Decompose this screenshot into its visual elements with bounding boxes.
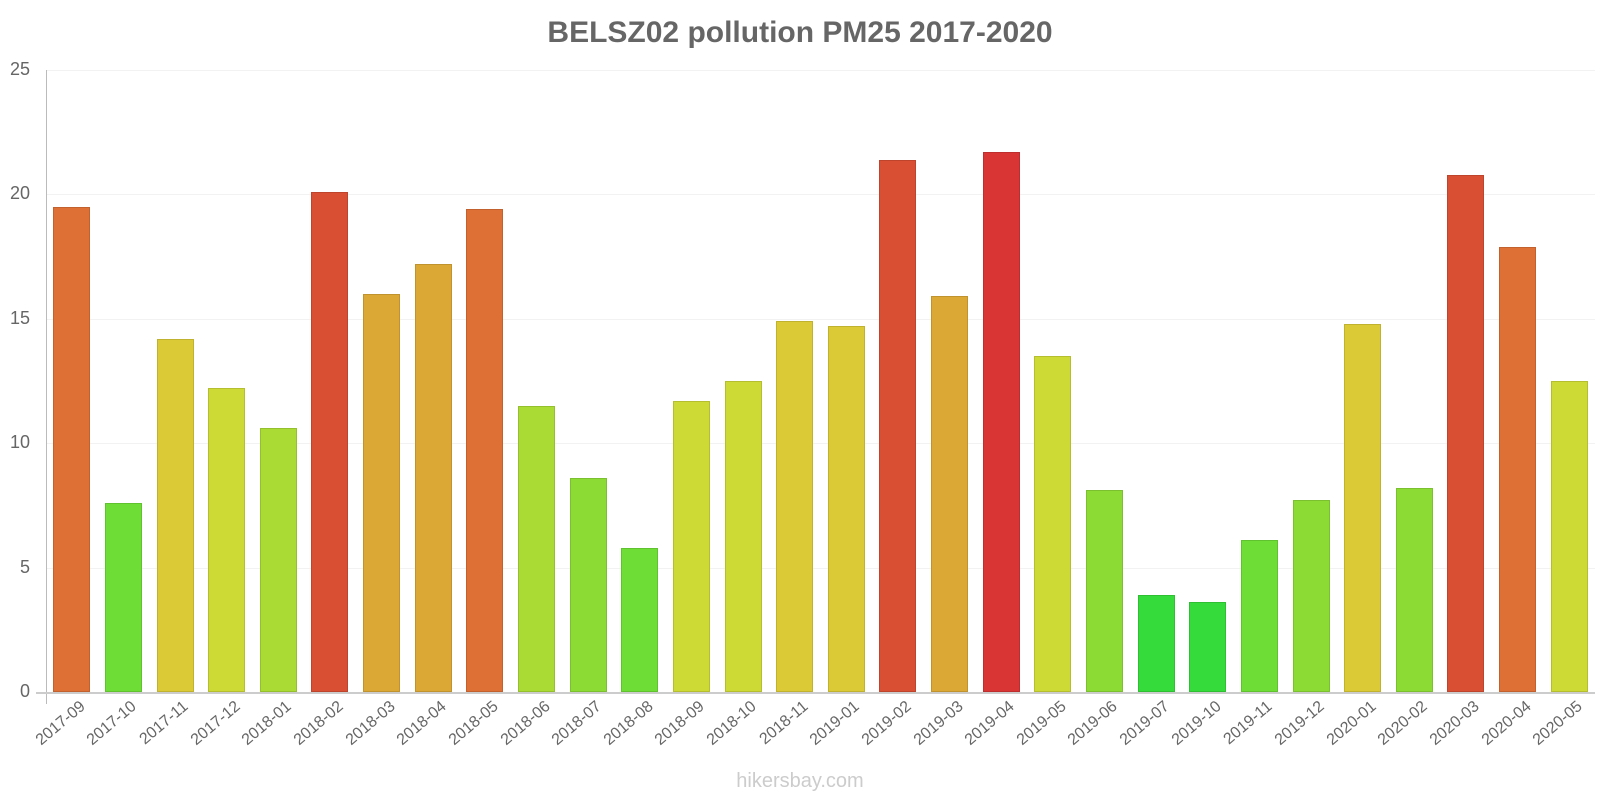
bar-2019-10 <box>1189 602 1227 692</box>
x-tick-label: 2019-05 <box>1013 698 1070 749</box>
x-tick-label: 2020-04 <box>1478 698 1535 749</box>
y-tick-label: 5 <box>19 556 30 577</box>
x-tick-label: 2019-01 <box>807 698 863 749</box>
x-tick-label: 2017-09 <box>32 698 89 749</box>
bar-2018-08 <box>621 547 659 692</box>
gridline <box>47 567 1595 569</box>
x-tick-label: 2017-12 <box>187 698 244 749</box>
x-tick-label: 2018-05 <box>445 698 502 749</box>
x-tick-label: 2019-12 <box>1271 698 1328 749</box>
x-tick-label: 2019-06 <box>1065 698 1122 749</box>
gridline <box>47 194 1595 196</box>
bar-2019-11 <box>1240 540 1278 692</box>
x-tick-label: 2019-11 <box>1220 698 1276 749</box>
bar-2019-04 <box>982 152 1020 692</box>
x-tick-label: 2019-02 <box>858 698 915 749</box>
x-tick-label: 2018-03 <box>342 698 399 749</box>
bar-2019-03 <box>931 296 969 692</box>
bar-2019-12 <box>1292 500 1330 692</box>
x-tick-label: 2020-01 <box>1323 698 1380 749</box>
x-tick-label: 2020-05 <box>1529 698 1586 749</box>
x-tick-label: 2019-07 <box>1116 698 1173 749</box>
bar-2018-11 <box>776 321 814 692</box>
x-tick-label: 2018-09 <box>652 698 709 749</box>
x-tick-label: 2019-04 <box>961 698 1018 749</box>
y-tick-label: 25 <box>9 59 30 79</box>
bar-2018-03 <box>363 293 401 692</box>
x-tick-label: 2018-01 <box>239 698 295 749</box>
bar-2020-04 <box>1499 246 1537 692</box>
bar-2018-07 <box>569 478 607 692</box>
y-tick-label: 20 <box>9 183 30 204</box>
bar-2019-07 <box>1137 594 1175 692</box>
y-tick-label: 15 <box>9 307 30 328</box>
bar-2019-01 <box>827 326 865 692</box>
x-tick-label: 2018-02 <box>290 698 347 749</box>
y-axis-line <box>46 70 47 704</box>
gridline <box>47 70 1595 71</box>
bar-2019-02 <box>879 159 917 692</box>
watermark: hikersbay.com <box>736 770 864 792</box>
gridline <box>47 318 1595 320</box>
x-tick-label: 2017-10 <box>84 698 141 749</box>
x-tick-label: 2018-06 <box>497 698 554 749</box>
bar-2019-05 <box>1034 356 1072 692</box>
x-tick-label: 2018-07 <box>548 698 605 749</box>
x-tick-label: 2019-03 <box>910 698 967 749</box>
bar-2019-06 <box>1085 490 1123 692</box>
x-tick-label: 2018-04 <box>393 698 450 749</box>
x-tick-label: 2018-10 <box>703 698 760 749</box>
y-tick-label: 10 <box>9 432 30 453</box>
gridline <box>47 443 1595 445</box>
bar-2018-02 <box>311 191 349 692</box>
bar-2018-10 <box>724 381 762 692</box>
x-tick-label: 2020-02 <box>1375 698 1431 749</box>
x-tick-label: 2018-11 <box>756 698 812 749</box>
bar-2017-12 <box>208 388 246 692</box>
bar-2018-09 <box>672 400 710 692</box>
bar-2018-01 <box>259 428 297 692</box>
x-axis-line <box>36 692 1595 694</box>
bar-2018-06 <box>518 405 556 692</box>
bar-2020-03 <box>1447 174 1485 692</box>
bar-2020-01 <box>1344 323 1382 692</box>
bar-2020-02 <box>1395 487 1433 692</box>
bar-2020-05 <box>1550 381 1588 692</box>
chart-title: BELSZ02 pollution PM25 2017-2020 <box>547 16 1053 49</box>
x-tick-label: 2017-11 <box>136 698 192 749</box>
y-tick-label: 0 <box>19 681 30 701</box>
x-tick-label: 2019-10 <box>1168 698 1225 749</box>
x-tick-label: 2018-08 <box>600 698 657 749</box>
x-tick-label: 2020-03 <box>1426 698 1483 749</box>
bar-2017-10 <box>104 502 142 692</box>
bar-2017-11 <box>156 338 194 692</box>
bar-2017-09 <box>53 206 91 692</box>
bar-2018-05 <box>466 209 504 692</box>
bar-2018-04 <box>414 264 452 692</box>
